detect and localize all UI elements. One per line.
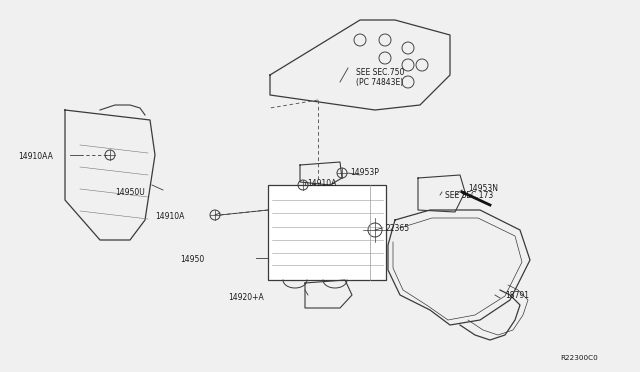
Text: SEE SEC.750: SEE SEC.750 xyxy=(356,67,404,77)
Text: 14950: 14950 xyxy=(180,256,204,264)
Text: 18791: 18791 xyxy=(505,291,529,299)
Text: 14920+A: 14920+A xyxy=(228,294,264,302)
Text: 14953N: 14953N xyxy=(468,183,498,192)
Text: SEE SEC.173: SEE SEC.173 xyxy=(445,190,493,199)
Text: 22365: 22365 xyxy=(386,224,410,232)
Text: 14910AA: 14910AA xyxy=(18,151,53,160)
Text: 14950U: 14950U xyxy=(115,187,145,196)
Text: 14953P: 14953P xyxy=(350,167,379,176)
FancyBboxPatch shape xyxy=(268,185,386,280)
Text: R22300C0: R22300C0 xyxy=(560,355,598,361)
Text: 14910A: 14910A xyxy=(155,212,184,221)
Text: 14910A: 14910A xyxy=(307,179,337,187)
Text: (PC 74843E): (PC 74843E) xyxy=(356,77,403,87)
